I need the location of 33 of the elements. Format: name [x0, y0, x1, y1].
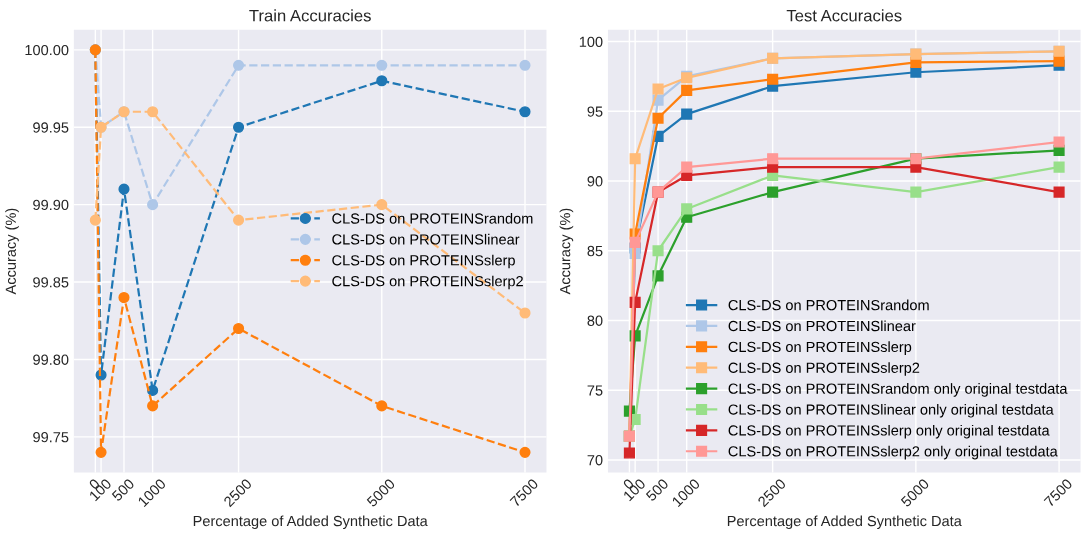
- y-axis-title: Accuracy (%): [559, 208, 574, 295]
- legend-label: CLS-DS on PROTEINSrandom only original testdata: [728, 383, 1068, 397]
- y-tick-label: 100.00: [25, 44, 69, 56]
- x-tick-label: 500: [645, 478, 670, 502]
- y-tick-label: 99.90: [33, 199, 69, 211]
- y-tick-label: 99.95: [33, 122, 69, 133]
- y-tick-label: 99.85: [33, 277, 69, 288]
- y-tick-label: 70: [587, 455, 603, 466]
- y-tick-label: 90: [587, 176, 603, 187]
- y-tick-label: 95: [587, 106, 603, 117]
- y-tick-label: 99.80: [33, 354, 69, 365]
- legend-label: CLS-DS on PROTEINSslerp2: [728, 362, 920, 376]
- legend-label: CLS-DS on PROTEINSlinear only original testdata: [728, 404, 1054, 418]
- y-axis-title: Accuracy (%): [5, 208, 19, 295]
- legend-label: CLS-DS on PROTEINSslerp: [728, 341, 912, 355]
- legend-label: CLS-DS on PROTEINSslerp2: [332, 275, 523, 290]
- legend-label: CLS-DS on PROTEINSslerp: [332, 254, 515, 269]
- y-tick-label: 80: [587, 315, 603, 326]
- legend-label: CLS-DS on PROTEINSslerp2 only original testdata: [728, 445, 1058, 460]
- y-tick-label: 100: [579, 36, 603, 47]
- y-tick-label: 75: [587, 385, 603, 396]
- y-tick-label: 85: [587, 245, 603, 257]
- legend-label: CLS-DS on PROTEINSslerp only original testdata: [728, 424, 1050, 439]
- x-axis-title: Percentage of Added Synthetic Data: [727, 515, 962, 530]
- legend-label: CLS-DS on PROTEINSlinear: [332, 233, 520, 245]
- legend-label: CLS-DS on PROTEINSrandom: [728, 299, 929, 311]
- x-tick-label: 500: [111, 478, 135, 502]
- legend-label: CLS-DS on PROTEINSrandom: [332, 212, 533, 224]
- legend-label: CLS-DS on PROTEINSlinear: [728, 320, 916, 332]
- chart-title: Test Accuracies: [786, 9, 902, 22]
- chart-title: Train Accuracies: [249, 9, 371, 22]
- y-tick-label: 99.75: [33, 431, 69, 443]
- x-axis-title: Percentage of Added Synthetic Data: [193, 515, 428, 530]
